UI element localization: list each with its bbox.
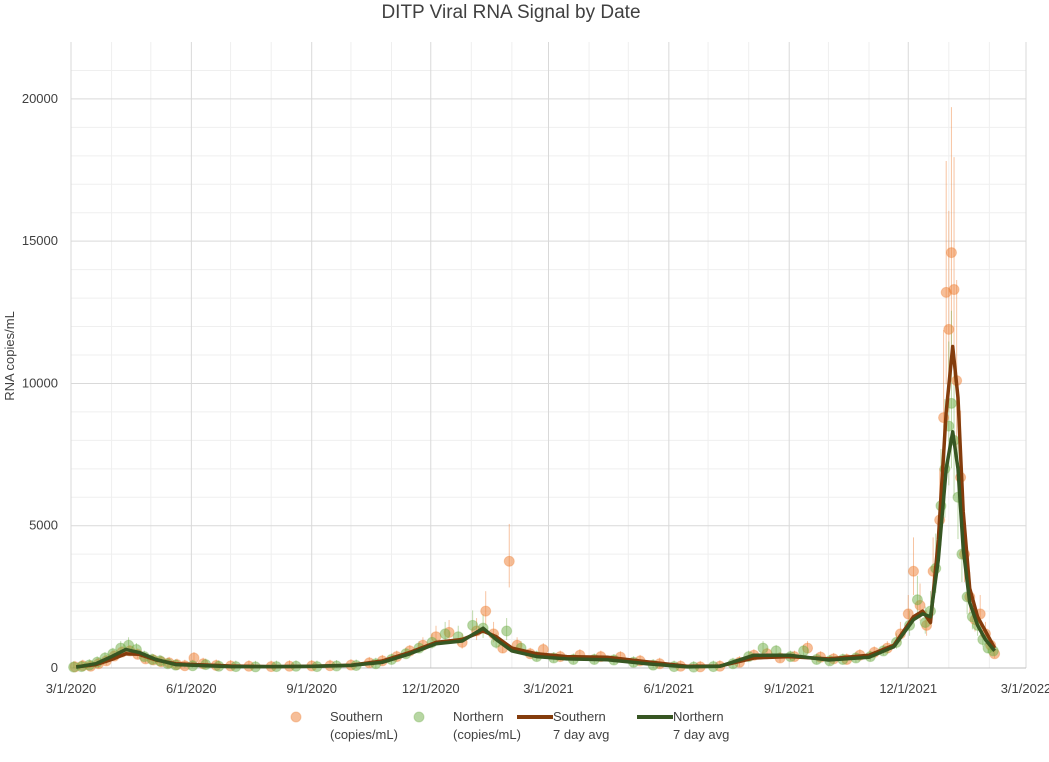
legend-item: Northern 7 day avg xyxy=(637,709,729,742)
data-point xyxy=(480,605,492,617)
series-line xyxy=(75,344,997,669)
legend-label: 7 day avg xyxy=(673,727,729,742)
y-tick-label: 10000 xyxy=(22,375,58,390)
legend-label: (copies/mL) xyxy=(453,727,521,742)
x-tick-label: 6/1/2020 xyxy=(166,681,217,696)
legend-label: (copies/mL) xyxy=(330,727,398,742)
legend-label: Southern xyxy=(330,709,383,724)
legend-marker xyxy=(290,711,302,723)
x-tick-label: 3/1/2021 xyxy=(523,681,574,696)
error-bars xyxy=(73,107,996,668)
data-point xyxy=(945,247,957,259)
y-tick-label: 0 xyxy=(51,660,58,675)
x-tick-label: 12/1/2021 xyxy=(879,681,937,696)
data-point xyxy=(439,628,451,640)
series-lines xyxy=(75,344,997,669)
y-tick-label: 15000 xyxy=(22,233,58,248)
y-tick-label: 5000 xyxy=(29,518,58,533)
x-tick-label: 9/1/2020 xyxy=(286,681,337,696)
data-point xyxy=(501,625,513,637)
legend-marker xyxy=(413,711,425,723)
chart-title: DITP Viral RNA Signal by Date xyxy=(381,2,640,23)
legend-label: Southern xyxy=(553,709,606,724)
data-point xyxy=(503,555,515,567)
legend: Southern(copies/mL)Northern(copies/mL)So… xyxy=(290,709,729,742)
legend-item: Southern (copies/mL) xyxy=(290,709,398,742)
x-tick-label: 3/1/2020 xyxy=(46,681,97,696)
data-point xyxy=(907,565,919,577)
grid xyxy=(70,42,1027,669)
legend-item: Northern (copies/mL) xyxy=(413,709,521,742)
y-axis-label: RNA copies/mL xyxy=(2,311,17,401)
data-point xyxy=(911,594,923,606)
data-points xyxy=(68,247,1001,673)
x-tick-label: 9/1/2021 xyxy=(764,681,815,696)
data-point xyxy=(948,284,960,296)
data-point xyxy=(943,323,955,335)
x-tick-label: 12/1/2020 xyxy=(402,681,460,696)
tick-labels: 0 5000 10000 15000 20000 3/1/2020 6/1/2020 9/1/… xyxy=(22,91,1049,696)
legend-label: Northern xyxy=(453,709,504,724)
x-tick-label: 3/1/2022 xyxy=(1001,681,1049,696)
data-point xyxy=(467,619,479,631)
series-line xyxy=(75,430,996,669)
x-tick-label: 6/1/2021 xyxy=(644,681,695,696)
legend-item: Southern 7 day avg xyxy=(517,709,609,742)
data-point xyxy=(798,645,810,657)
legend-label: Northern xyxy=(673,709,724,724)
legend-label: 7 day avg xyxy=(553,727,609,742)
data-point xyxy=(757,642,769,654)
data-point xyxy=(902,608,914,620)
y-tick-label: 20000 xyxy=(22,91,58,106)
